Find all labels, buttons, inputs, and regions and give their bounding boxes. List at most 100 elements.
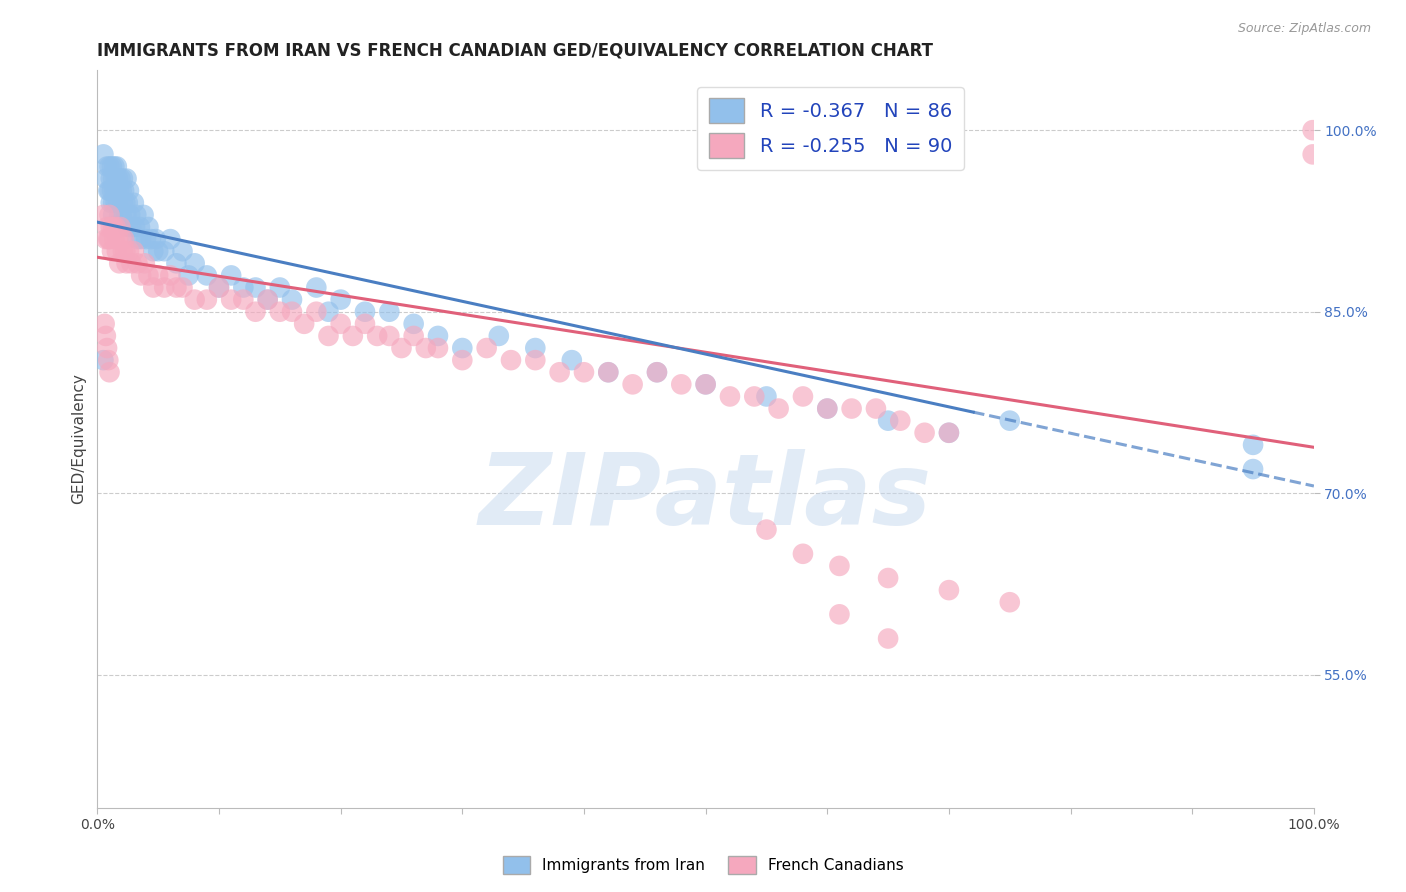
Point (103, 232, 125, 246)
Point (117, 219, 139, 234)
Point (378, 304, 401, 318)
Point (132, 208, 155, 222)
Point (645, 365, 668, 379)
Point (451, 341, 474, 355)
Point (755, 389, 778, 403)
Point (208, 280, 231, 294)
Point (96, 341, 118, 355)
Point (524, 341, 547, 355)
Point (108, 184, 131, 198)
Point (93, 208, 115, 222)
Point (718, 389, 741, 403)
Point (598, 365, 620, 379)
Point (256, 293, 278, 307)
Point (139, 232, 162, 246)
Point (183, 256, 205, 270)
Point (115, 171, 138, 186)
Point (172, 280, 194, 294)
Point (281, 293, 304, 307)
Point (938, 425, 960, 440)
Point (96, 219, 118, 234)
Point (695, 377, 717, 392)
Point (232, 293, 254, 307)
Point (828, 558, 851, 573)
Point (111, 184, 134, 198)
Point (148, 268, 170, 283)
Point (742, 389, 765, 403)
Point (112, 184, 135, 198)
Legend: R = -0.367   N = 86, R = -0.255   N = 90: R = -0.367 N = 86, R = -0.255 N = 90 (697, 87, 963, 169)
Point (105, 184, 128, 198)
Point (269, 304, 291, 318)
Point (792, 389, 814, 403)
Point (111, 171, 134, 186)
Point (145, 232, 167, 246)
Point (148, 244, 170, 259)
Point (219, 293, 242, 307)
Point (159, 268, 181, 283)
Point (94, 329, 117, 343)
Point (108, 208, 131, 222)
Point (172, 244, 194, 259)
Point (828, 607, 851, 622)
Point (138, 268, 160, 283)
Point (135, 232, 157, 246)
Point (111, 195, 134, 210)
Point (1241, 462, 1264, 476)
Point (100, 219, 122, 234)
Point (115, 208, 138, 222)
Point (94, 232, 117, 246)
Point (402, 317, 425, 331)
Point (889, 414, 911, 428)
Point (101, 244, 124, 259)
Point (232, 280, 254, 294)
Point (124, 219, 146, 234)
Point (621, 377, 644, 392)
Point (118, 184, 141, 198)
Point (120, 208, 142, 222)
Point (305, 304, 328, 318)
Point (877, 632, 900, 646)
Point (107, 171, 129, 186)
Point (115, 256, 138, 270)
Point (815, 401, 838, 416)
Point (183, 293, 205, 307)
Point (101, 195, 124, 210)
Point (792, 547, 814, 561)
Point (93, 147, 115, 161)
Point (94, 171, 117, 186)
Point (122, 244, 145, 259)
Point (127, 256, 149, 270)
Point (195, 293, 218, 307)
Point (153, 280, 176, 294)
Point (107, 195, 129, 210)
Point (1302, 123, 1324, 137)
Point (129, 232, 152, 246)
Point (98, 365, 121, 379)
Point (103, 160, 125, 174)
Point (671, 377, 693, 392)
Point (122, 195, 145, 210)
Point (125, 208, 148, 222)
Point (101, 160, 124, 174)
Point (104, 219, 127, 234)
Point (378, 329, 401, 343)
Point (100, 171, 122, 186)
Point (475, 341, 498, 355)
Point (451, 353, 474, 368)
Point (142, 244, 165, 259)
Point (245, 304, 267, 318)
Point (159, 232, 181, 246)
Point (342, 329, 364, 343)
Y-axis label: GED/Equivalency: GED/Equivalency (72, 374, 86, 504)
Point (114, 244, 136, 259)
Point (129, 268, 152, 283)
Point (1302, 147, 1324, 161)
Point (108, 256, 131, 270)
Point (104, 195, 127, 210)
Point (815, 401, 838, 416)
Point (142, 280, 165, 294)
Point (998, 414, 1021, 428)
Point (256, 293, 278, 307)
Point (153, 244, 176, 259)
